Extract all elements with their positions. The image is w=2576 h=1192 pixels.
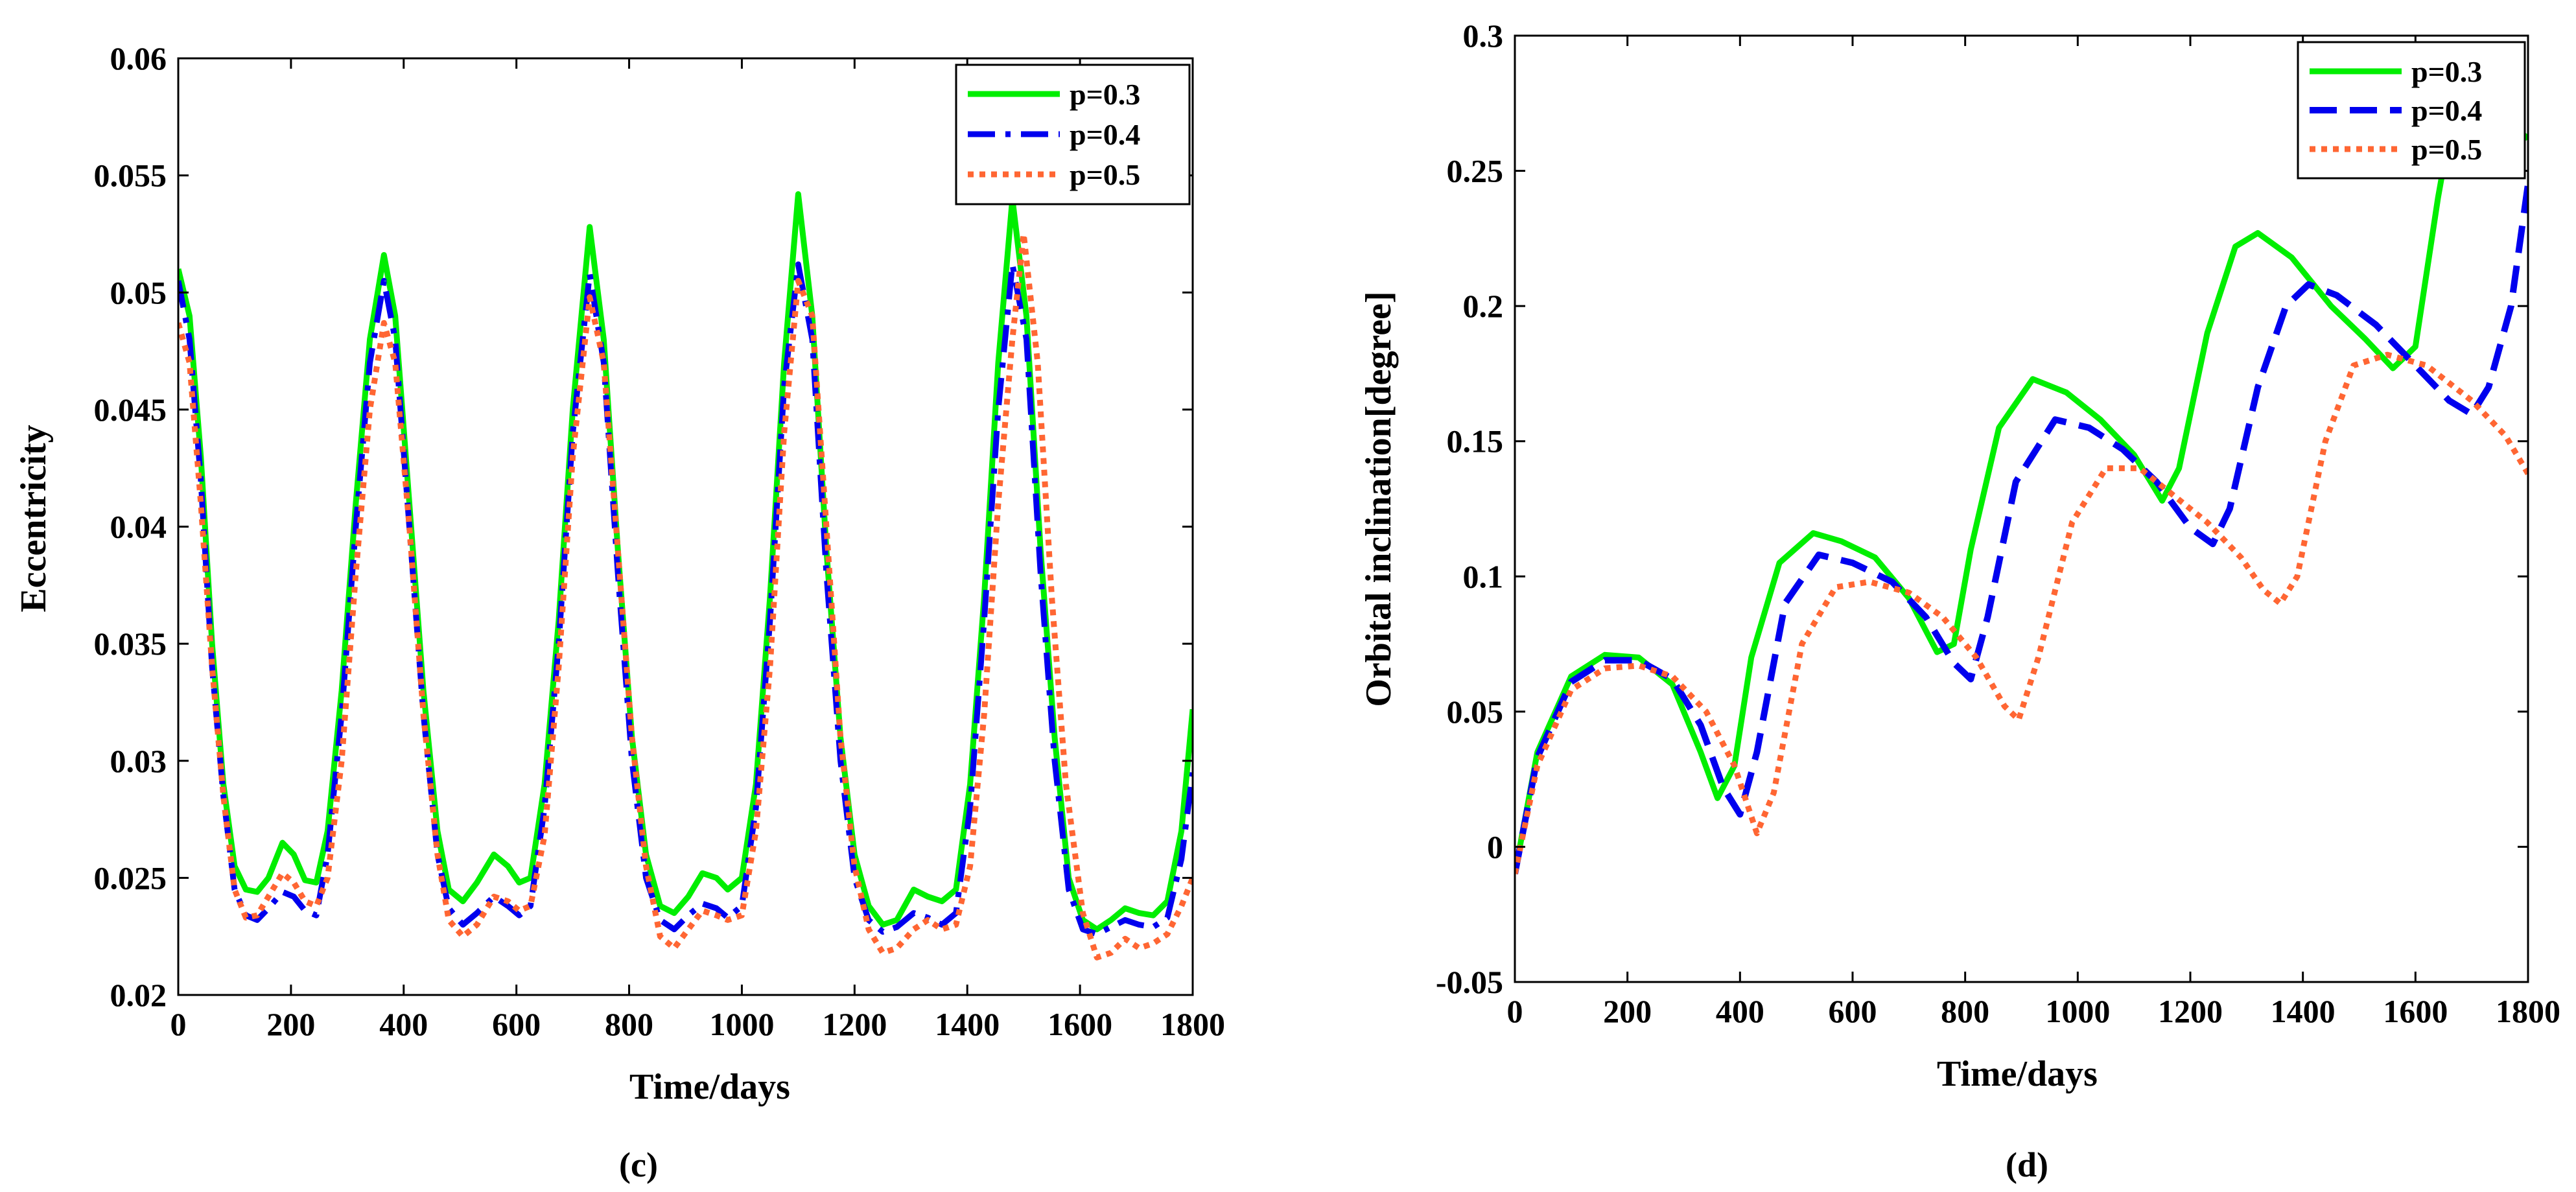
y-tick-label-d: 0.3	[1463, 18, 1504, 54]
axes-frame-d	[1514, 34, 2529, 983]
x-tick-label-c: 0	[170, 1006, 187, 1042]
x-tick-label-c: 1400	[935, 1006, 1000, 1042]
x-tick-label-c: 1600	[1048, 1006, 1112, 1042]
x-tick-label-c: 800	[605, 1006, 653, 1042]
x-tick-label-d: 600	[1829, 993, 1877, 1029]
series-line-d-2	[1515, 183, 2528, 875]
x-tick-label-c: 200	[266, 1006, 315, 1042]
ylabel-d: Orbital inclination[degree]	[1359, 291, 1399, 707]
y-tick-label-c: 0.03	[110, 743, 167, 779]
x-tick-label-d: 1000	[2045, 993, 2110, 1029]
x-tick-label-d: 0	[1507, 993, 1523, 1029]
series-line-c-1	[178, 191, 1193, 933]
y-tick-label-d: 0	[1487, 828, 1503, 865]
legend-d: p=0.3 p=0.4 p=0.5	[2297, 41, 2526, 180]
y-tick-label-c: 0.055	[94, 158, 167, 194]
y-tick-label-c: 0.06	[110, 40, 167, 76]
y-tick-label-c: 0.045	[94, 391, 167, 428]
y-tick-label-c: 0.04	[110, 509, 167, 545]
y-tick-label-d: 0.05	[1447, 694, 1504, 730]
x-tick-label-c: 1000	[709, 1006, 774, 1042]
y-tick-label-d: 0.25	[1447, 153, 1504, 189]
legend-label-c-2: p=0.4	[1070, 118, 1140, 151]
y-tick-label-c: 0.02	[110, 977, 167, 1013]
x-tick-label-c: 1800	[1160, 1006, 1225, 1042]
y-tick-label-c: 0.035	[94, 625, 167, 662]
plot-area-d: 0 200 400 600 800 1000 1200 1400 1600 1800-0.0500…	[1436, 18, 2560, 1029]
chart-eccentricity: (c) Time/days Eccentricity 0 200 400 600 800…	[14, 40, 1225, 1184]
x-tick-label-d: 200	[1603, 993, 1652, 1029]
y-tick-label-d: 0.15	[1447, 423, 1504, 460]
chart-orbital-inclination: (d) Time/days Orbital inclination[degree…	[1359, 18, 2560, 1184]
y-tick-label-d: 0.1	[1463, 558, 1504, 594]
legend-label-d-1: p=0.3	[2411, 55, 2482, 88]
y-tick-label-c: 0.025	[94, 859, 167, 896]
legend-label-d-2: p=0.4	[2411, 94, 2482, 127]
y-tick-label-d: 0.2	[1463, 288, 1504, 324]
ylabel-c: Eccentricity	[14, 425, 54, 612]
x-tick-label-c: 1200	[822, 1006, 887, 1042]
x-tick-label-d: 400	[1716, 993, 1764, 1029]
caption-c: (c)	[619, 1145, 658, 1184]
xlabel-c: Time/days	[629, 1067, 790, 1107]
series-line-c-2	[178, 261, 1193, 937]
series-line-d-1	[1515, 86, 2528, 874]
series-line-d-3	[1515, 351, 2528, 875]
series-line-c-3	[178, 231, 1193, 961]
x-tick-label-d: 1800	[2496, 993, 2560, 1029]
y-tick-label-d: -0.05	[1436, 964, 1503, 1000]
y-tick-label-c: 0.05	[110, 274, 167, 310]
xlabel-d: Time/days	[1937, 1054, 2098, 1094]
x-tick-label-c: 400	[379, 1006, 428, 1042]
x-tick-label-c: 600	[492, 1006, 541, 1042]
x-tick-label-d: 1200	[2158, 993, 2223, 1029]
plot-area-c: 0 200 400 600 800 1000 1200 1400 1600 1800 0.02 0.0…	[94, 40, 1226, 1042]
legend-label-d-3: p=0.5	[2411, 133, 2482, 166]
x-tick-label-d: 1400	[2271, 993, 2336, 1029]
x-tick-label-d: 800	[1941, 993, 1989, 1029]
legend-label-c-3: p=0.5	[1070, 158, 1140, 191]
caption-d: (d)	[2006, 1145, 2048, 1184]
legend-c: p=0.3 p=0.4 p=0.5	[955, 64, 1191, 205]
x-tick-label-d: 1600	[2383, 993, 2448, 1029]
legend-label-c-1: p=0.3	[1070, 78, 1140, 111]
